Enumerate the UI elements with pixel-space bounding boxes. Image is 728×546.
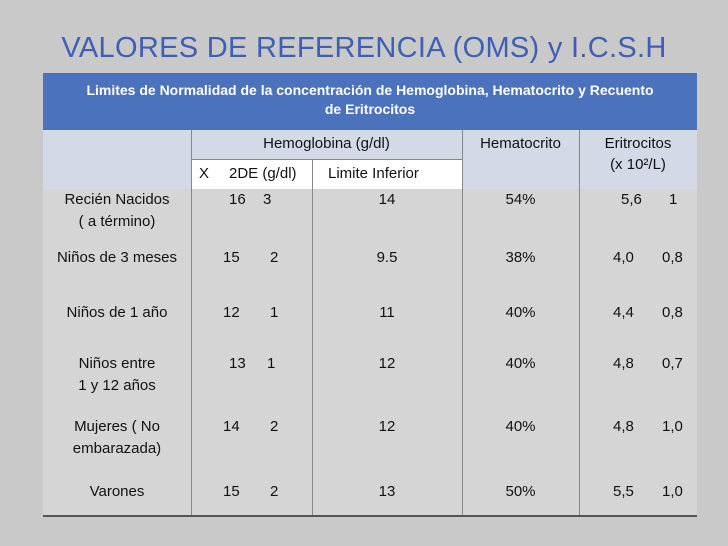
de-value: 1 xyxy=(270,304,279,321)
hematocrit-value: 40% xyxy=(505,304,536,321)
erythrocyte-value: 4,8 xyxy=(613,418,634,435)
erythrocyte-value: 5,5 xyxy=(613,483,634,500)
erythrocyte-value: 5,6 xyxy=(621,191,642,208)
x-value: 15 xyxy=(223,483,240,500)
slide-title: VALORES DE REFERENCIA (OMS) y I.C.S.H xyxy=(61,32,667,64)
hematocrit-value: 40% xyxy=(505,418,536,435)
row-label-cont: 1 y 12 años xyxy=(78,377,156,394)
subheader-divider xyxy=(191,159,462,160)
limite-header: Limite Inferior xyxy=(328,165,419,182)
col-divider xyxy=(191,189,192,515)
x-value: 14 xyxy=(223,418,240,435)
limit-value: 11 xyxy=(379,304,395,321)
row-label: Recién Nacidos xyxy=(64,191,170,208)
column-headers: Hemoglobina (g/dl) Hematocrito Eritrocit… xyxy=(43,130,697,190)
header-line-1: Limites de Normalidad de la concentració… xyxy=(86,82,654,98)
x-value: 13 xyxy=(229,355,246,372)
de-value: 2 xyxy=(270,249,279,266)
eritrocitos-header: Eritrocitos xyxy=(604,135,672,152)
row-label-cont: ( a término) xyxy=(78,213,156,230)
col-divider xyxy=(462,130,463,189)
de-value: 2 xyxy=(270,483,279,500)
hematocrit-value: 54% xyxy=(505,191,536,208)
table-body: Recién Nacidos ( a término) 16 3 14 54% … xyxy=(43,189,697,517)
x-value: 15 xyxy=(223,249,240,266)
limit-value: 12 xyxy=(378,355,396,372)
de-value: 2 xyxy=(270,418,279,435)
col-divider xyxy=(191,130,192,189)
subheader-white-bg xyxy=(191,159,462,189)
erythrocyte-value: 4,4 xyxy=(613,304,634,321)
row-label-cont: embarazada) xyxy=(72,440,162,457)
limit-value: 9.5 xyxy=(376,249,398,266)
erythrocyte-de: 0,7 xyxy=(662,355,683,372)
erythrocyte-de: 1,0 xyxy=(662,483,683,500)
eritrocitos-units: (x 10²/L) xyxy=(610,156,666,173)
erythrocyte-value: 4,0 xyxy=(613,249,634,266)
limit-value: 14 xyxy=(378,191,396,208)
x-header: X xyxy=(199,165,210,182)
de-value: 3 xyxy=(263,191,272,208)
hematocrit-value: 50% xyxy=(505,483,536,500)
hematocrito-header: Hematocrito xyxy=(480,135,561,152)
de-value: 1 xyxy=(267,355,276,372)
x-value: 12 xyxy=(223,304,240,321)
erythrocyte-de: 0,8 xyxy=(662,249,683,266)
col-divider xyxy=(312,189,313,515)
limit-value: 12 xyxy=(378,418,396,435)
col-divider xyxy=(462,189,463,515)
col-divider xyxy=(579,130,580,189)
col-divider xyxy=(579,189,580,515)
row-label: Niños de 1 año xyxy=(66,304,168,321)
erythrocyte-de: 1 xyxy=(669,191,678,208)
erythrocyte-value: 4,8 xyxy=(613,355,634,372)
erythrocyte-de: 0,8 xyxy=(662,304,683,321)
de-header: 2DE (g/dl) xyxy=(229,165,297,182)
row-label: Niños de 3 meses xyxy=(56,249,178,266)
hematocrit-value: 40% xyxy=(505,355,536,372)
limit-value: 13 xyxy=(378,483,396,500)
hemoglobina-header: Hemoglobina (g/dl) xyxy=(263,135,390,152)
hematocrit-value: 38% xyxy=(505,249,536,266)
row-label: Niños entre xyxy=(78,355,156,372)
header-line-2: de Eritrocitos xyxy=(324,101,416,117)
row-label: Varones xyxy=(89,483,145,500)
col-divider xyxy=(312,159,313,189)
reference-table: Limites de Normalidad de la concentració… xyxy=(43,73,697,517)
row-label: Mujeres ( No xyxy=(74,418,160,435)
table-header: Limites de Normalidad de la concentració… xyxy=(43,73,697,130)
erythrocyte-de: 1,0 xyxy=(662,418,683,435)
x-value: 16 xyxy=(229,191,246,208)
